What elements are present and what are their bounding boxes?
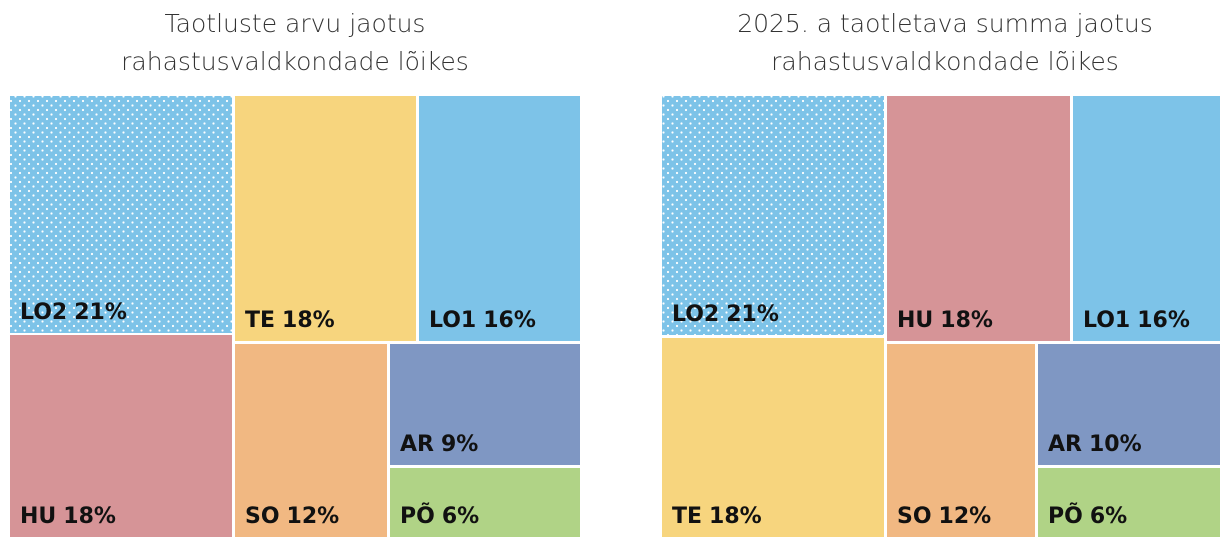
tile [235,96,416,341]
title-line: rahastusvaldkondade lõikes [771,47,1119,76]
tile-value: 21% [74,300,127,325]
tile [1038,344,1220,465]
tile [1073,96,1220,341]
tile [887,344,1035,537]
tile-label: LO2 21% [20,300,127,325]
tile-value: 16% [483,308,536,333]
chart-title: 2025. a taotletava summa jaotus rahastusv… [737,9,1153,76]
tile [390,468,580,537]
tile-label: TE 18% [245,308,335,333]
tile-label: LO2 21% [672,302,779,327]
tile [235,344,387,537]
treemap: 2025. a taotletava summa jaotus rahastusv… [662,9,1220,537]
tile-value: 16% [1137,308,1190,333]
tile-value: 9% [441,432,478,457]
treemap: Taotluste arvu jaotus rahastusvaldkondade… [10,9,580,537]
tile-name: SO [245,504,280,529]
tile [419,96,580,341]
tile-name: PÕ [1048,503,1083,529]
tile-name: TE [245,308,275,333]
tile [10,335,232,537]
tile-label: SO 12% [245,504,339,529]
tile-name: LO2 [20,300,67,325]
tile [1038,468,1220,537]
tile-name: SO [897,504,932,529]
tile-label: PÕ 6% [1048,503,1127,529]
tile-label: TE 18% [672,504,762,529]
tile-name: AR [1048,432,1082,457]
tile-value: 18% [63,504,116,529]
title-line: Taotluste arvu jaotus [165,9,426,38]
tile-name: AR [400,432,434,457]
tile-name: LO1 [429,308,476,333]
tile [10,96,232,333]
tile-name: LO2 [672,302,719,327]
tile-label: PÕ 6% [400,503,479,529]
tile-value: 12% [939,504,992,529]
tile [390,344,580,465]
tile-label: LO1 16% [429,308,536,333]
tile-name: PÕ [400,503,435,529]
tile-value: 18% [940,308,993,333]
tile-label: SO 12% [897,504,991,529]
tile-label: LO1 16% [1083,308,1190,333]
tile [887,96,1070,341]
tile-value: 18% [282,308,335,333]
chart-title: Taotluste arvu jaotus rahastusvaldkondade… [121,9,469,76]
title-line: rahastusvaldkondade lõikes [121,47,469,76]
tile-name: TE [672,504,702,529]
tile-label: AR 10% [1048,432,1142,457]
tile-value: 18% [709,504,762,529]
tile-value: 6% [1090,504,1127,529]
tile-label: HU 18% [897,308,993,333]
tile-value: 10% [1089,432,1142,457]
tile [662,338,884,537]
tile-name: HU [20,504,56,529]
tile-name: LO1 [1083,308,1130,333]
tile-value: 12% [287,504,340,529]
tile-label: HU 18% [20,504,116,529]
tile-label: AR 9% [400,432,478,457]
tile-value: 6% [442,504,479,529]
title-line: 2025. a taotletava summa jaotus [737,9,1153,38]
tile-name: HU [897,308,933,333]
tile [662,96,884,335]
tile-value: 21% [726,302,779,327]
